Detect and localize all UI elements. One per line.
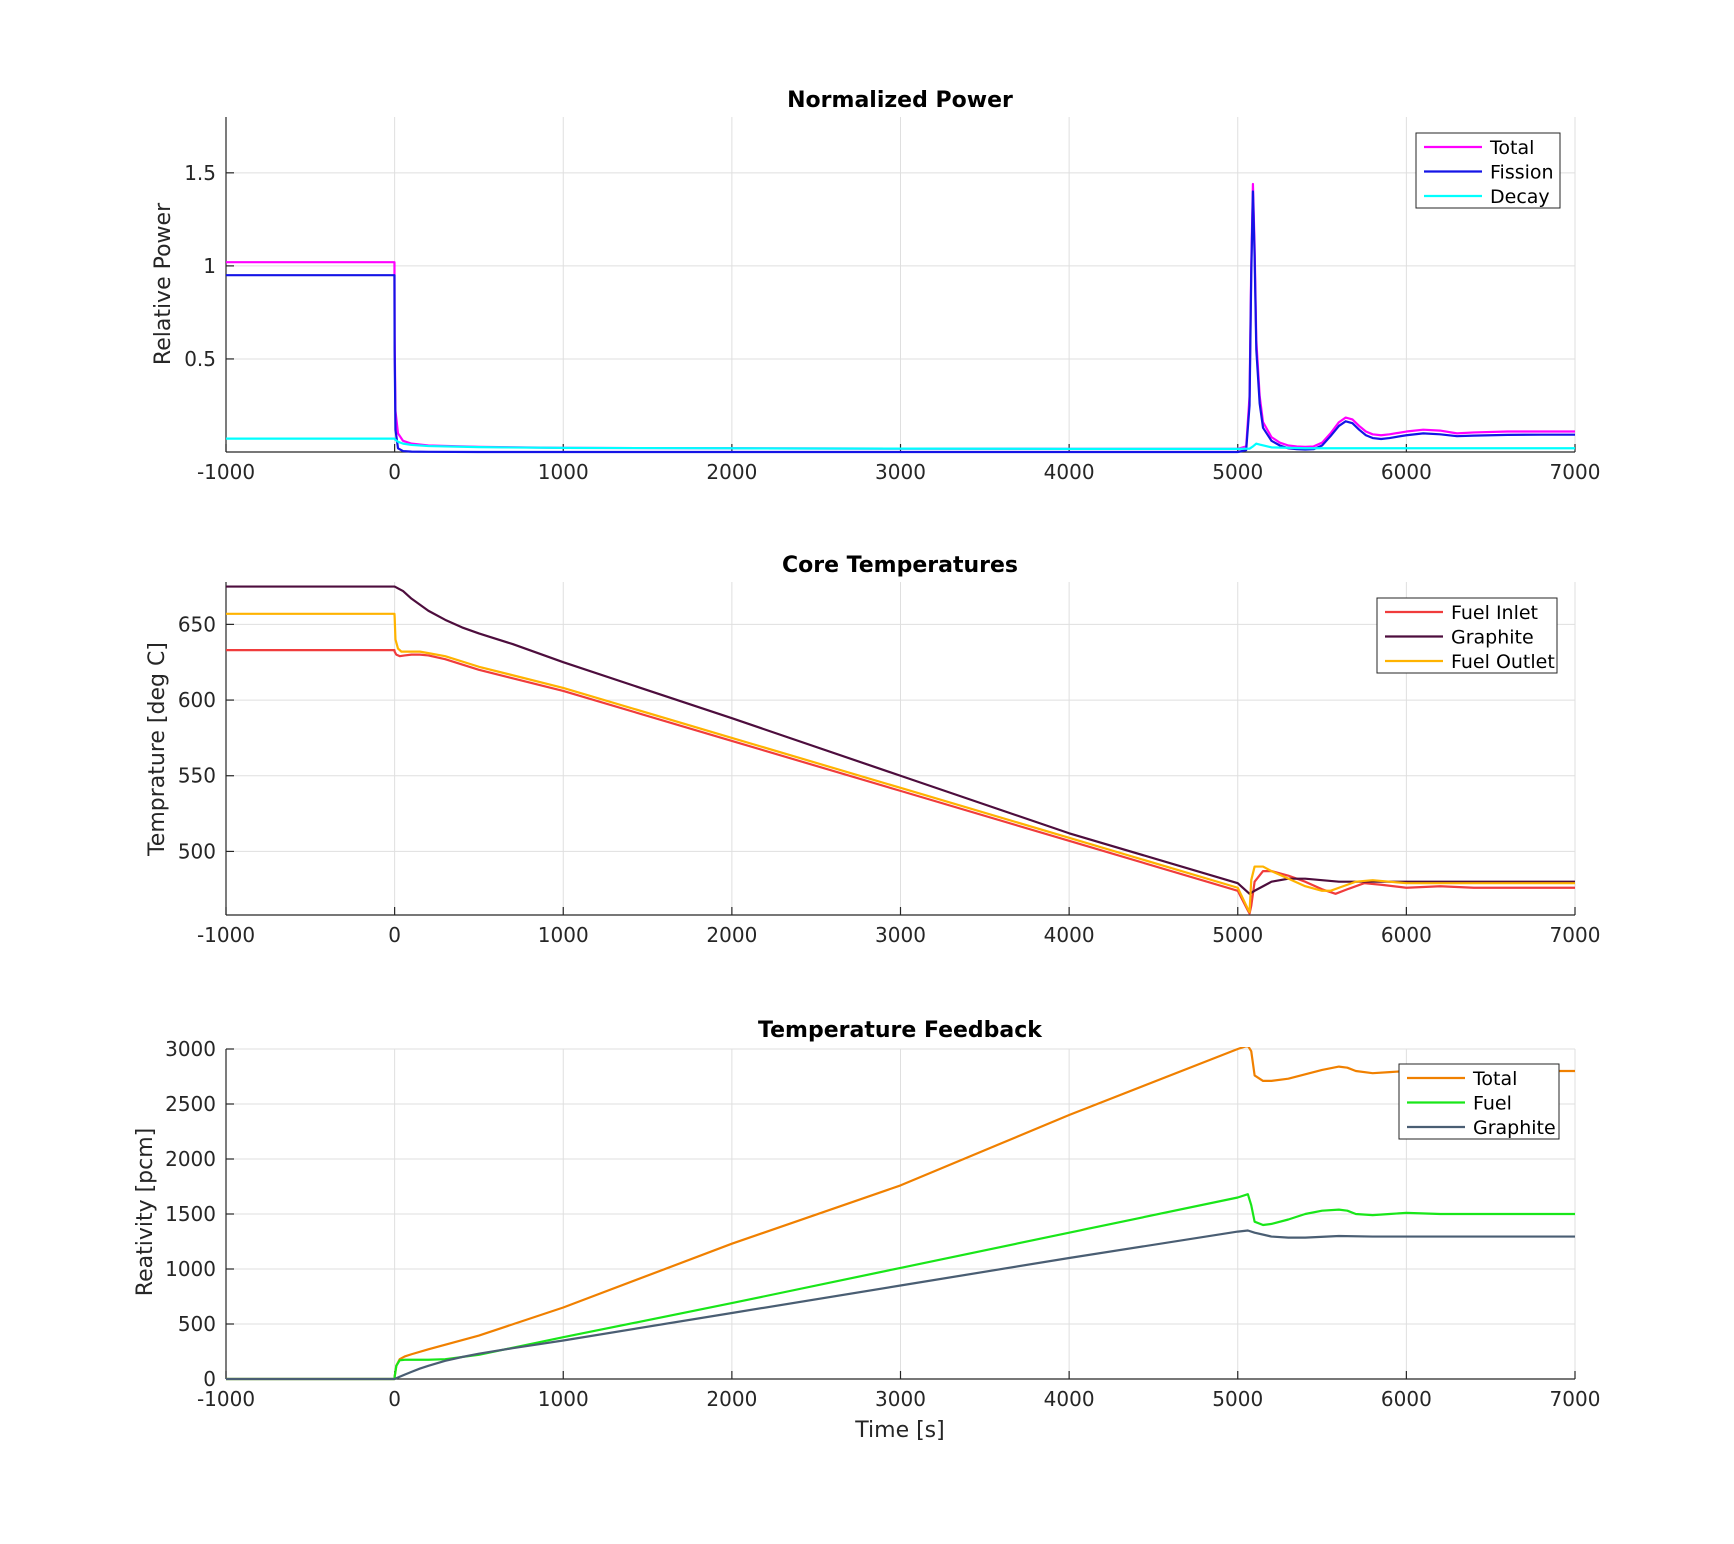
x-tick-label: 5000 (1212, 460, 1263, 484)
series-line-decay (226, 437, 1575, 450)
power-plot: Normalized Power Relative Power -1000 0 10… (151, 88, 1600, 484)
legend-entry: Fission (1490, 162, 1554, 184)
feedback-plot: Temperature Feedback Reativity [pcm] Tim… (133, 1018, 1600, 1443)
y-tick-label: 550 (178, 764, 216, 788)
y-tick-label: 650 (178, 612, 216, 636)
x-tick-label: -1000 (197, 1387, 255, 1411)
legend-entry: Fuel Inlet (1451, 602, 1538, 624)
series-line-fuel-outlet (226, 612, 1575, 914)
x-tick-label: 2000 (706, 923, 757, 947)
y-tick-label: 1000 (165, 1257, 216, 1281)
x-tick-label: 6000 (1381, 460, 1432, 484)
x-tick-label: 0 (388, 923, 401, 947)
x-tick-label: 0 (388, 1387, 401, 1411)
x-tick-label: 0 (388, 460, 401, 484)
legend-entry: Graphite (1451, 627, 1534, 649)
x-tick-label: 5000 (1212, 923, 1263, 947)
x-tick-label: 7000 (1550, 1387, 1601, 1411)
series-line-graphite (226, 585, 1575, 895)
x-tick-label: 1000 (538, 460, 589, 484)
legend-entry: Total (1489, 137, 1534, 159)
x-tick-label: 3000 (875, 923, 926, 947)
x-tick-label: 6000 (1381, 1387, 1432, 1411)
x-tick-label: 1000 (538, 923, 589, 947)
x-tick-label: 1000 (538, 1387, 589, 1411)
y-tick-label: 500 (178, 839, 216, 863)
y-axis-label: Temprature [deg C] (145, 642, 170, 857)
temperature-plot: Core Temperatures Temprature [deg C] -10… (145, 553, 1600, 947)
x-tick-label: 5000 (1212, 1387, 1263, 1411)
y-tick-label: 3000 (165, 1037, 216, 1061)
series-line-fuel (226, 1193, 1575, 1381)
y-tick-label: 0 (203, 1367, 216, 1391)
x-tick-label: -1000 (197, 923, 255, 947)
x-tick-label: 7000 (1550, 460, 1601, 484)
x-tick-label: 6000 (1381, 923, 1432, 947)
y-axis-label: Reativity [pcm] (133, 1128, 158, 1296)
grid-lines (225, 117, 1576, 452)
y-tick-label: 500 (178, 1312, 216, 1336)
chart-title: Normalized Power (787, 88, 1013, 113)
x-tick-label: 2000 (706, 460, 757, 484)
chart-title: Temperature Feedback (758, 1018, 1043, 1043)
y-axis-label: Relative Power (151, 202, 176, 365)
series-line-fission (226, 190, 1575, 454)
y-tick-label: 2500 (165, 1092, 216, 1116)
y-tick-label: 2000 (165, 1147, 216, 1171)
y-tick-label: 1500 (165, 1202, 216, 1226)
legend-entry: Graphite (1473, 1117, 1556, 1139)
x-tick-label: 4000 (1044, 1387, 1095, 1411)
x-tick-label: -1000 (197, 460, 255, 484)
series-line-graphite (226, 1229, 1575, 1381)
legend-entry: Decay (1490, 186, 1550, 208)
legend-entry: Fuel Outlet (1451, 651, 1555, 673)
legend-entry: Total (1472, 1068, 1517, 1090)
x-tick-label: 3000 (875, 460, 926, 484)
y-tick-label: 0.5 (184, 347, 216, 371)
x-tick-label: 7000 (1550, 923, 1601, 947)
x-tick-label: 4000 (1044, 923, 1095, 947)
x-axis-label: Time [s] (854, 1418, 944, 1443)
y-tick-label: 1 (203, 254, 216, 278)
y-tick-label: 1.5 (184, 161, 216, 185)
x-tick-label: 4000 (1044, 460, 1095, 484)
x-tick-label: 2000 (706, 1387, 757, 1411)
series-line-fuel-inlet (226, 649, 1575, 915)
y-tick-label: 600 (178, 688, 216, 712)
x-tick-label: 3000 (875, 1387, 926, 1411)
legend-entry: Fuel (1473, 1093, 1512, 1115)
chart-title: Core Temperatures (782, 553, 1018, 578)
